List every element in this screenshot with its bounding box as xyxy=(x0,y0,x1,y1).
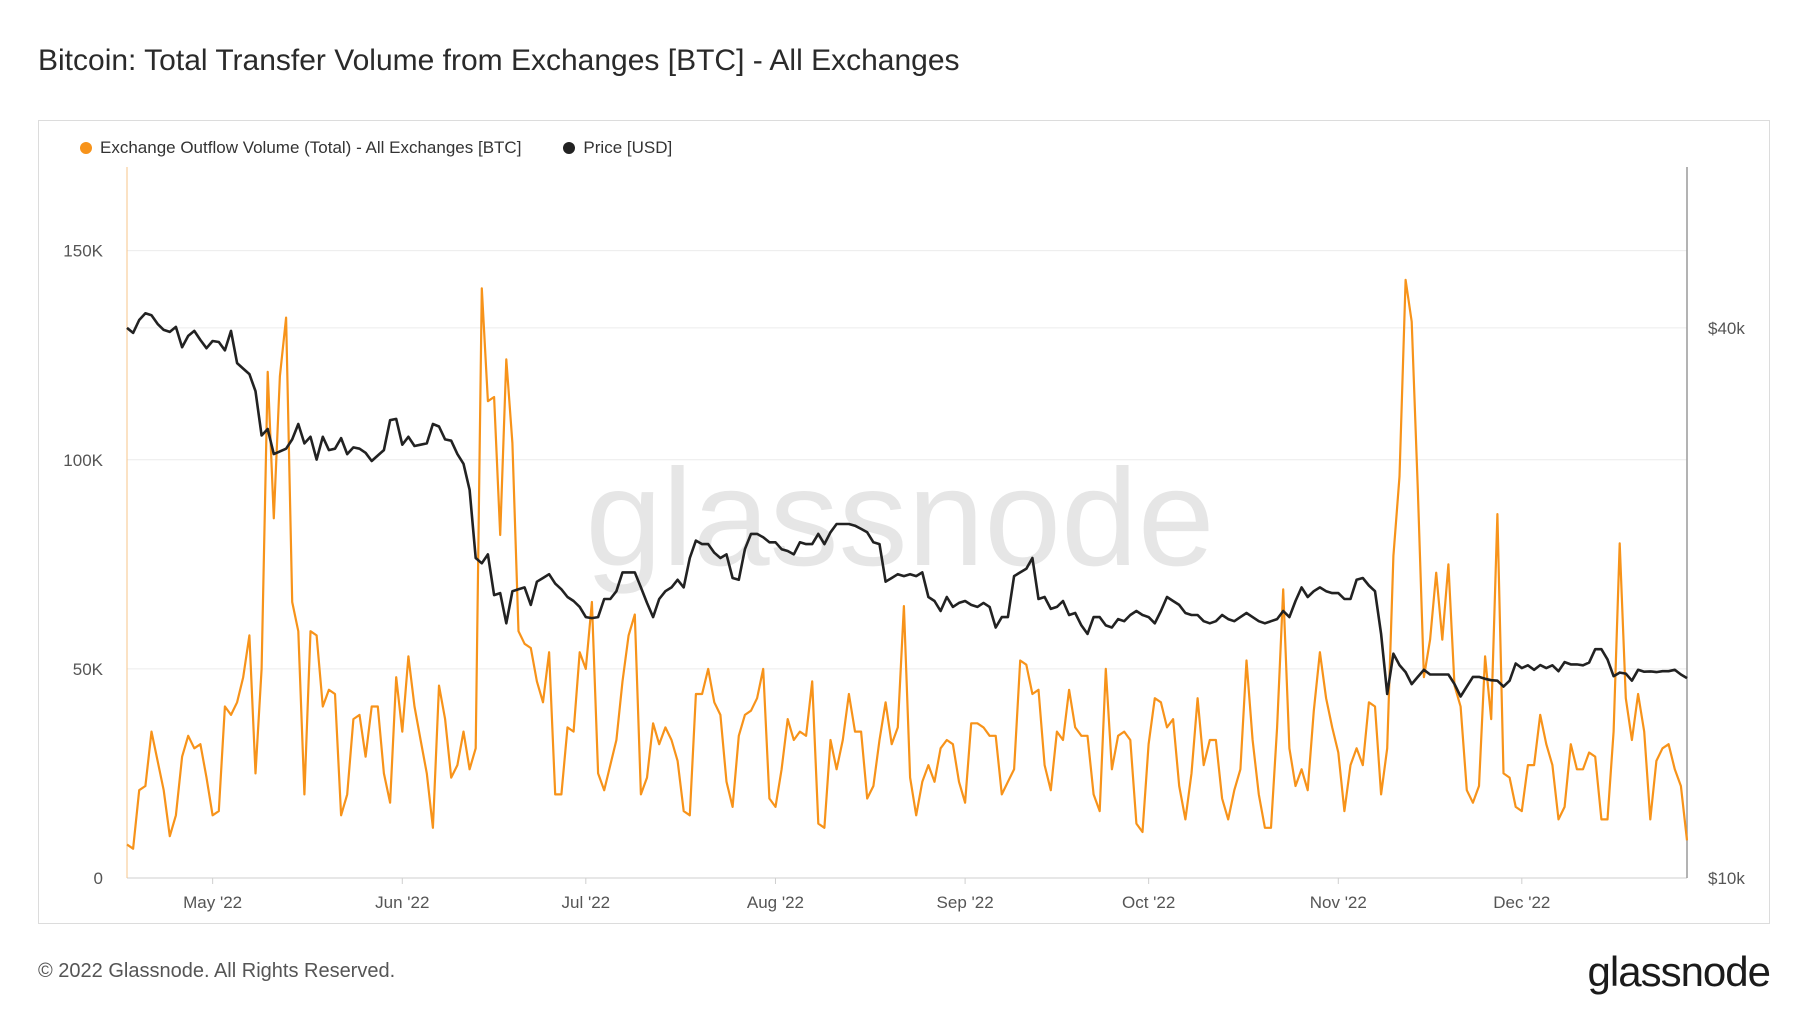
y-right-tick-label: $40k xyxy=(1708,319,1745,338)
x-tick-label: Oct '22 xyxy=(1122,893,1175,912)
x-tick-label: Dec '22 xyxy=(1493,893,1550,912)
y-left-tick-label: 50K xyxy=(73,660,104,679)
legend-label-outflow: Exchange Outflow Volume (Total) - All Ex… xyxy=(100,138,522,157)
x-tick-label: May '22 xyxy=(183,893,242,912)
y-left-tick-label: 100K xyxy=(63,451,103,470)
chart-series xyxy=(126,278,1689,850)
series-line-outflow xyxy=(126,278,1689,850)
watermark: glassnode xyxy=(585,441,1214,595)
y-left-tick-label: 150K xyxy=(63,242,103,261)
glassnode-logo: glassnode xyxy=(1587,948,1771,995)
chart-tick-labels: 0 50K 100K 150K $10k $40k May '22 Jun '22 Jul '2… xyxy=(63,242,1745,912)
legend-item-price[interactable]: Price [USD] xyxy=(563,138,672,158)
y-right-tick-label: $10k xyxy=(1708,869,1745,888)
legend-label-price: Price [USD] xyxy=(583,138,673,157)
legend-swatch-outflow xyxy=(80,142,92,154)
chart-title: Bitcoin: Total Transfer Volume from Exch… xyxy=(38,44,960,77)
x-tick-label: Nov '22 xyxy=(1310,893,1367,912)
x-tick-label: Aug '22 xyxy=(747,893,804,912)
copyright: © 2022 Glassnode. All Rights Reserved. xyxy=(38,960,396,982)
legend-item-outflow[interactable]: Exchange Outflow Volume (Total) - All Ex… xyxy=(80,138,521,158)
series-line-price xyxy=(126,312,1688,698)
chart-axes xyxy=(126,167,1688,884)
chart-panel xyxy=(38,120,1770,924)
chart-legend: Exchange Outflow Volume (Total) - All Ex… xyxy=(80,138,672,158)
y-left-tick-label: 0 xyxy=(94,869,103,888)
legend-swatch-price xyxy=(563,142,576,154)
x-tick-label: Sep '22 xyxy=(937,893,994,912)
x-tick-label: Jul '22 xyxy=(562,893,611,912)
x-tick-label: Jun '22 xyxy=(375,893,429,912)
